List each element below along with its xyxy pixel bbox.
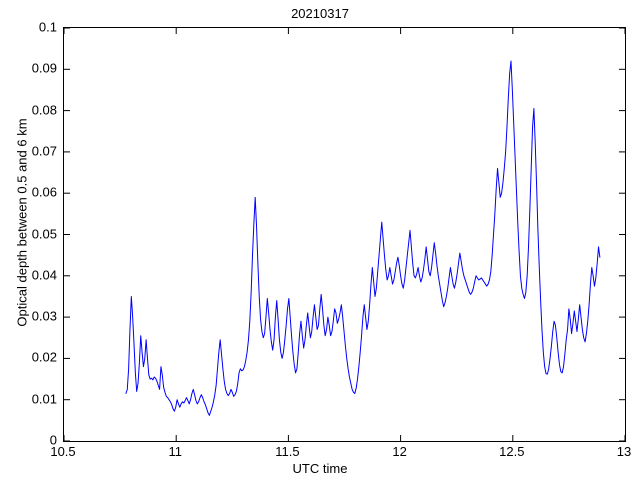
- series-optical-depth: [125, 60, 601, 416]
- x-tick-label: 10.5: [50, 444, 76, 459]
- y-tick-label: 0.1: [38, 19, 57, 35]
- x-axis-label: UTC time: [292, 461, 348, 476]
- chart-title: 20210317: [291, 6, 349, 21]
- plot-area: [63, 27, 626, 442]
- x-tick-label: 13: [616, 444, 632, 459]
- x-tick-label: 11.5: [275, 444, 300, 459]
- y-tick-label: 0.04: [31, 267, 57, 283]
- y-tick-label: 0: [49, 432, 57, 448]
- y-tick-label: 0.03: [31, 308, 57, 324]
- y-tick-label: 0.02: [31, 349, 57, 365]
- y-axis-tick-labels: 0 0.01 0.02 0.03 0.04 0.05 0.06 0.07 0.08 0.09 0.1: [0, 0, 57, 480]
- y-tick-label: 0.08: [31, 102, 57, 118]
- y-tick-label: 0.09: [31, 60, 57, 76]
- x-tick-label: 12.5: [499, 444, 525, 459]
- y-tick-label: 0.06: [31, 184, 57, 200]
- x-tick-label: 12: [392, 444, 407, 459]
- y-tick-label: 0.07: [31, 143, 57, 159]
- y-tick-label: 0.05: [31, 226, 57, 241]
- x-tick-label: 11: [168, 444, 182, 459]
- data-line-series: [64, 28, 625, 441]
- y-tick-label: 0.01: [31, 391, 57, 407]
